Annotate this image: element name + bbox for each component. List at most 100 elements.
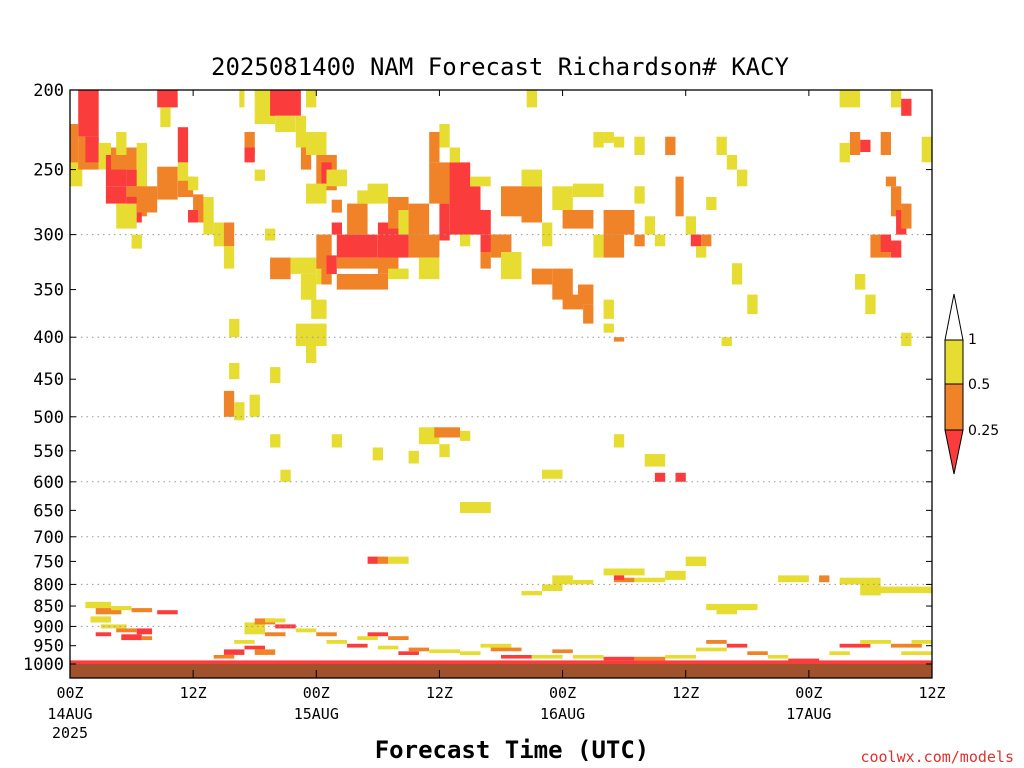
ri-cell-168 bbox=[388, 556, 409, 564]
ri-cell-146 bbox=[229, 363, 240, 380]
x-tick-label-3: 12Z bbox=[426, 684, 453, 702]
ri-cell-23 bbox=[188, 176, 199, 191]
ri-cell-130 bbox=[860, 139, 871, 152]
ri-cell-31 bbox=[239, 90, 245, 108]
chart-gridlines bbox=[70, 234, 932, 627]
ri-cell-34 bbox=[254, 169, 265, 181]
ri-cell-235 bbox=[788, 658, 820, 663]
y-tick-label-600: 600 bbox=[33, 473, 64, 493]
ri-cell-192 bbox=[100, 624, 127, 629]
ri-cell-159 bbox=[460, 430, 471, 441]
ri-cell-199 bbox=[254, 618, 276, 625]
ri-cell-240 bbox=[911, 640, 932, 644]
x-tick-label-2: 00Z bbox=[303, 684, 330, 702]
y-tick-label-550: 550 bbox=[33, 442, 64, 462]
ri-cell-101 bbox=[603, 234, 625, 258]
ri-cell-87 bbox=[501, 252, 522, 280]
y-tick-label-800: 800 bbox=[33, 575, 64, 595]
ri-cell-157 bbox=[434, 427, 460, 438]
ri-cell-24 bbox=[193, 194, 204, 210]
ri-cell-177 bbox=[521, 591, 542, 596]
ri-cell-40 bbox=[306, 90, 317, 108]
ri-cell-160 bbox=[460, 502, 491, 514]
ri-cell-41 bbox=[306, 132, 327, 155]
y-tick-label-1000: 1000 bbox=[23, 655, 64, 675]
ri-cell-238 bbox=[860, 640, 891, 644]
ri-cell-186 bbox=[85, 601, 112, 609]
y-tick-label-950: 950 bbox=[33, 637, 64, 657]
x-tick-date-0: 14AUG bbox=[47, 705, 92, 723]
legend-bin-yellow bbox=[944, 339, 964, 385]
ri-cell-155 bbox=[408, 450, 419, 464]
ri-cell-33 bbox=[244, 147, 255, 163]
ri-cell-13 bbox=[116, 203, 137, 229]
ri-cell-221 bbox=[480, 643, 512, 648]
x-tick-label-0: 00Z bbox=[56, 684, 83, 702]
x-tick-label-1: 12Z bbox=[180, 684, 207, 702]
ri-cell-17 bbox=[157, 90, 178, 108]
ri-cell-105 bbox=[634, 186, 645, 204]
ri-cell-4 bbox=[85, 136, 99, 163]
ri-cell-131 bbox=[880, 132, 891, 155]
legend-label-1: 1 bbox=[968, 332, 977, 348]
ri-cell-54 bbox=[306, 346, 317, 363]
ri-cell-71 bbox=[408, 234, 440, 258]
ri-cell-206 bbox=[223, 649, 245, 655]
x-tick-label-7: 12Z bbox=[918, 684, 945, 702]
y-tick-label-200: 200 bbox=[33, 81, 64, 101]
ri-cell-1 bbox=[70, 124, 79, 184]
ri-cell-142 bbox=[855, 274, 866, 290]
ri-cell-117 bbox=[716, 136, 727, 155]
ri-cell-27 bbox=[203, 197, 214, 235]
ri-cell-166 bbox=[367, 556, 378, 564]
ri-cell-241 bbox=[901, 651, 932, 655]
ri-cell-231 bbox=[706, 640, 727, 644]
ri-cell-169 bbox=[685, 556, 707, 567]
y-axis: 200 250 300 350 400 450 500 550 600 650 700 750 8008… bbox=[23, 81, 932, 675]
ri-cell-203 bbox=[265, 632, 286, 637]
ground-band bbox=[70, 664, 932, 678]
ri-cell-104 bbox=[603, 210, 635, 235]
ri-cell-213 bbox=[357, 636, 378, 640]
y-tick-label-650: 650 bbox=[33, 501, 64, 521]
y-tick-label-250: 250 bbox=[33, 161, 64, 181]
legend-bin-orange bbox=[944, 383, 964, 431]
ri-cell-86 bbox=[501, 186, 522, 217]
ri-cell-37 bbox=[275, 115, 296, 132]
site-credit[interactable]: coolwx.com/models bbox=[860, 748, 1014, 766]
ri-cell-29 bbox=[223, 222, 235, 247]
ri-cell-171 bbox=[613, 577, 635, 583]
ri-cell-70 bbox=[408, 203, 430, 235]
ri-cell-111 bbox=[603, 132, 614, 143]
y-tick-label-500: 500 bbox=[33, 408, 64, 428]
ri-cell-219 bbox=[429, 649, 460, 654]
ri-cell-110 bbox=[593, 132, 604, 148]
ri-cell-179 bbox=[778, 575, 809, 583]
ri-cell-76 bbox=[439, 203, 450, 241]
ri-cell-97 bbox=[583, 304, 594, 324]
ri-cell-32 bbox=[244, 132, 255, 155]
ri-cell-115 bbox=[675, 176, 684, 217]
ri-cell-39 bbox=[300, 147, 312, 170]
ri-cell-196 bbox=[136, 628, 153, 635]
ri-cell-18 bbox=[160, 107, 171, 128]
x-tick-label-5: 12Z bbox=[672, 684, 699, 702]
y-tick-label-400: 400 bbox=[33, 328, 64, 348]
ri-cell-30 bbox=[223, 246, 235, 269]
color-legend: 1 0.5 0.25 bbox=[944, 293, 999, 475]
ri-cell-150 bbox=[270, 367, 281, 384]
ri-cell-120 bbox=[690, 234, 702, 247]
ri-cell-242 bbox=[70, 660, 932, 664]
chart-cells bbox=[70, 90, 932, 664]
legend-label-05: 0.5 bbox=[968, 377, 990, 393]
ri-cell-145 bbox=[229, 318, 240, 338]
ri-cell-122 bbox=[706, 197, 717, 210]
ri-cell-211 bbox=[326, 640, 347, 644]
x-tick-date-4: 16AUG bbox=[540, 705, 585, 723]
ri-cell-9 bbox=[116, 132, 127, 155]
ri-cell-0 bbox=[78, 90, 99, 137]
ri-cell-72 bbox=[418, 257, 440, 280]
ri-cell-175 bbox=[552, 575, 573, 585]
ri-cell-14 bbox=[131, 234, 142, 249]
